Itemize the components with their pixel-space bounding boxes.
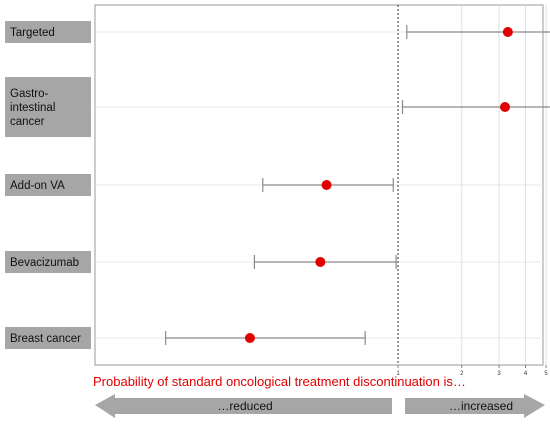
point-estimate bbox=[244, 333, 255, 343]
x-tick-label: 3 bbox=[497, 371, 501, 377]
x-tick-label: 5 bbox=[544, 371, 548, 377]
row-label: Gastro-intestinal cancer bbox=[10, 88, 55, 128]
row-label: Bevacizumab bbox=[10, 257, 79, 269]
row-label: Breast cancer bbox=[10, 333, 81, 345]
reduced-arrow-label: …reduced bbox=[217, 399, 272, 413]
row-label-box bbox=[5, 327, 91, 349]
point-estimate bbox=[321, 180, 332, 190]
row-label-box bbox=[5, 251, 91, 273]
reduced-arrow bbox=[95, 394, 392, 418]
row-labels: Targeted Gastro-intestinal cancer Add-on VA… bbox=[5, 21, 91, 349]
row-label: Add-on VA bbox=[10, 180, 65, 192]
point-estimate bbox=[315, 257, 326, 267]
forest-rows bbox=[165, 25, 550, 345]
x-tick-label: 2 bbox=[460, 371, 464, 377]
row-label-box bbox=[5, 77, 91, 137]
x-axis-ticks: 1234567 bbox=[396, 365, 548, 377]
caption: Probability of standard oncological trea… bbox=[93, 374, 466, 389]
row-label: Targeted bbox=[10, 27, 55, 39]
x-tick-label: 1 bbox=[396, 371, 400, 377]
row-label-box bbox=[5, 21, 91, 43]
increased-arrow-label: …increased bbox=[449, 399, 513, 413]
x-tick-label: 4 bbox=[524, 371, 528, 377]
row-label-box bbox=[5, 174, 91, 196]
increased-arrow bbox=[405, 394, 545, 418]
point-estimate bbox=[500, 102, 511, 112]
point-estimate bbox=[502, 27, 513, 37]
